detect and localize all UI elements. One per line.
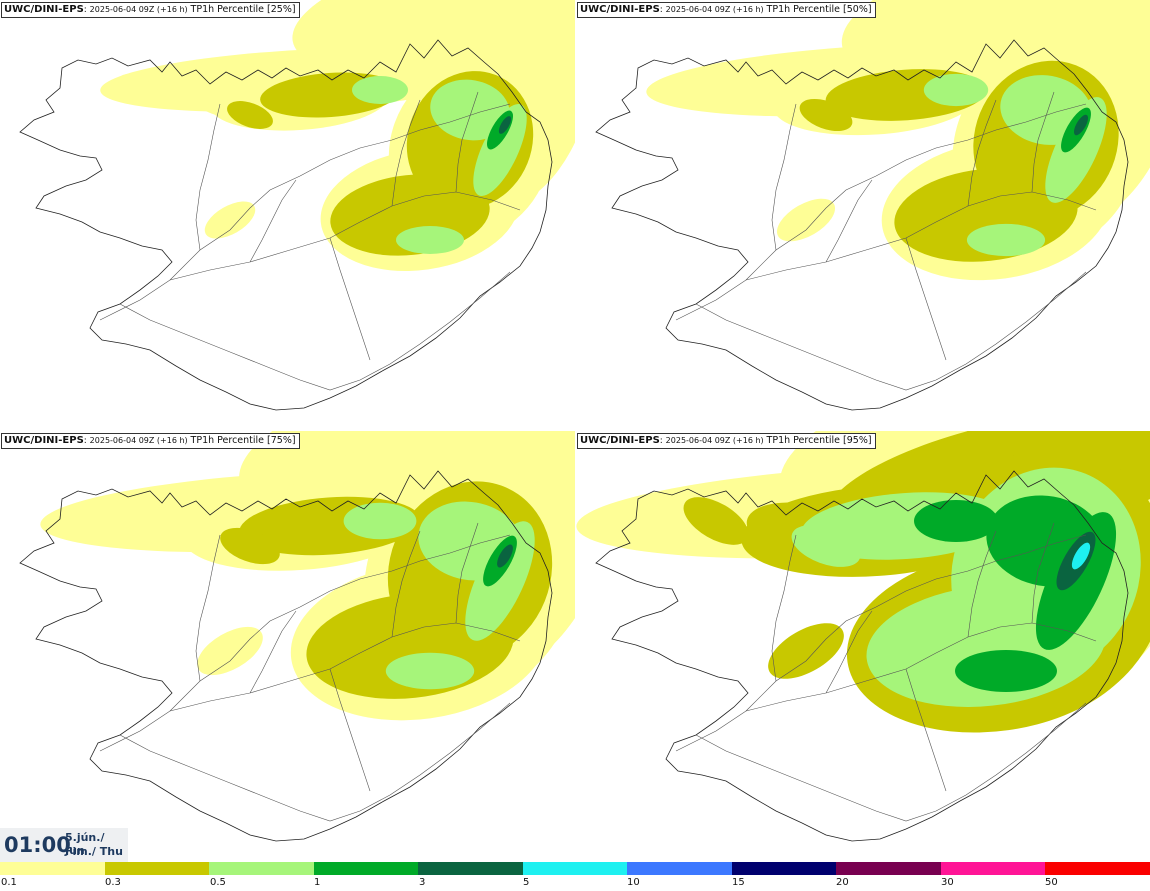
map-panel-p75: UWC/DINI-EPS: 2025-06-04 09Z (+16 h) TP1…: [0, 431, 575, 862]
legend-label: 50: [1045, 877, 1058, 888]
road-line: [455, 522, 479, 624]
road-line: [249, 610, 297, 694]
road-line: [195, 103, 221, 251]
legend-swatch: [209, 862, 314, 875]
road-line: [391, 99, 421, 207]
road-line: [119, 271, 511, 391]
iceland-coastline: [595, 470, 1129, 842]
road-line: [249, 179, 297, 263]
legend-label: 0.5: [210, 877, 226, 888]
legend-swatch: [940, 862, 1046, 875]
road-line: [1031, 522, 1055, 624]
map-panel-p25: UWC/DINI-EPS: 2025-06-04 09Z (+16 h) TP1…: [0, 0, 575, 431]
road-line: [169, 103, 511, 281]
legend-label: 3: [419, 877, 426, 888]
road-line: [825, 179, 873, 263]
road-line: [695, 702, 1087, 822]
color-legend: 0.1 0.3 0.5 1 3 5 10 15 20 30 50: [0, 862, 1150, 891]
panel-title: UWC/DINI-EPS: 2025-06-04 09Z (+16 h) TP1…: [577, 2, 876, 18]
legend-swatch: [0, 862, 105, 875]
map-panel-p95: UWC/DINI-EPS: 2025-06-04 09Z (+16 h) TP1…: [576, 431, 1150, 862]
road-line: [329, 668, 371, 792]
valid-time-box: 01:00 5.jún./ Jun Fim./ Thu: [0, 828, 128, 862]
iceland-coastline: [595, 39, 1129, 411]
road-line: [745, 534, 1087, 712]
legend-label: 0.1: [1, 877, 17, 888]
road-line: [391, 530, 421, 638]
map-panel-p50: UWC/DINI-EPS: 2025-06-04 09Z (+16 h) TP1…: [576, 0, 1150, 431]
legend-label: 30: [941, 877, 954, 888]
valid-time-clock: 01:00: [4, 833, 71, 857]
legend-label: 15: [732, 877, 745, 888]
panel-title: UWC/DINI-EPS: 2025-06-04 09Z (+16 h) TP1…: [1, 2, 300, 18]
road-line: [169, 534, 511, 712]
legend-label: 10: [627, 877, 640, 888]
panel-title: UWC/DINI-EPS: 2025-06-04 09Z (+16 h) TP1…: [577, 433, 876, 449]
road-line: [195, 534, 221, 682]
precip-map-p75: [19, 431, 575, 842]
road-line: [1031, 91, 1055, 193]
road-line: [695, 271, 1087, 391]
road-line: [967, 530, 997, 638]
precip-map-p50: [595, 0, 1150, 411]
road-line: [967, 99, 997, 207]
road-line: [905, 237, 947, 361]
legend-swatch: [1045, 862, 1150, 875]
iceland-coastline: [19, 470, 553, 842]
iceland-coastline: [19, 39, 553, 411]
legend-swatch: [522, 862, 628, 875]
legend-swatch: [313, 862, 419, 875]
legend-swatch: [104, 862, 210, 875]
legend-swatch: [627, 862, 732, 875]
valid-date-line2: Fim./ Thu: [65, 845, 123, 858]
precip-map-p25: [19, 0, 575, 411]
road-line: [455, 91, 479, 193]
legend-label: 0.3: [105, 877, 121, 888]
road-line: [119, 702, 511, 822]
valid-date-line1: 5.jún./ Jun: [65, 831, 105, 857]
precip-map-p95: [576, 431, 1150, 842]
road-line: [771, 103, 797, 251]
legend-swatch: [836, 862, 941, 875]
legend-label: 5: [523, 877, 530, 888]
road-line: [771, 534, 797, 682]
legend-label: 20: [836, 877, 849, 888]
road-line: [329, 237, 371, 361]
road-line: [905, 668, 947, 792]
road-line: [745, 103, 1087, 281]
legend-label: 1: [314, 877, 321, 888]
legend-swatch: [418, 862, 523, 875]
panel-title: UWC/DINI-EPS: 2025-06-04 09Z (+16 h) TP1…: [1, 433, 300, 449]
legend-swatch: [731, 862, 837, 875]
legend-color-bar: [0, 862, 1150, 875]
road-line: [825, 610, 873, 694]
